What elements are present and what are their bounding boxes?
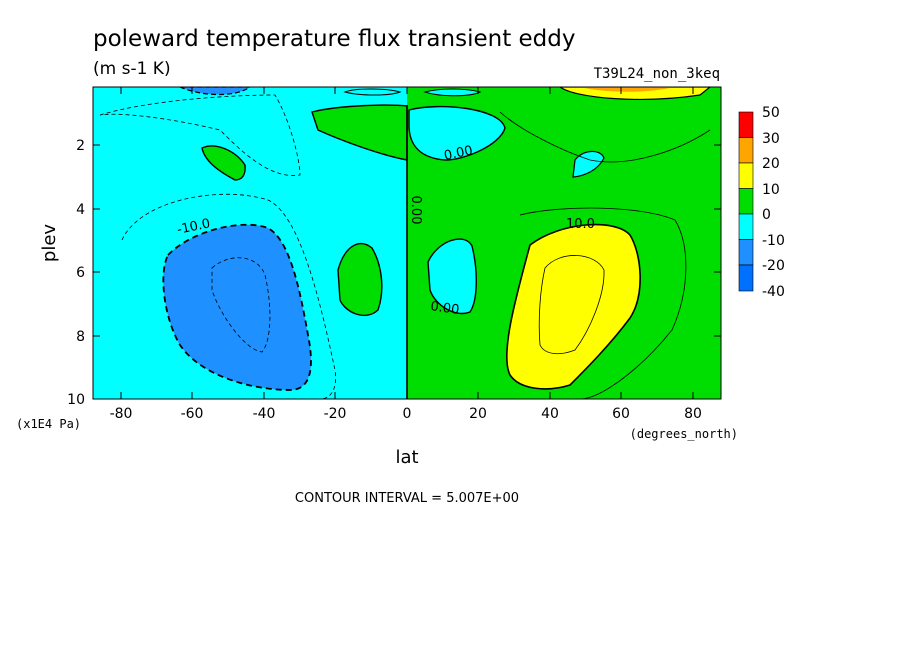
colorbar-swatch-yellow [738,162,754,189]
region-top-cyan [343,88,402,96]
y-tick-label: 10 [67,392,85,408]
x-tick-label: -80 [110,406,133,422]
region-nh-cyan-small [572,150,605,178]
region-nh-cyan-upper [408,105,506,161]
colorbar-label: -40 [762,284,785,300]
region-nh-cyan-lower [427,238,477,315]
contour-label-10: 10.0 [566,217,595,232]
contour-interval-note: CONTOUR INTERVAL = 5.007E+00 [295,491,519,506]
colorbar: 50 30 20 10 0 -10 -20 -40 [738,105,785,300]
region-sh-green-upper [201,145,246,181]
y-tick-label: 2 [76,138,85,154]
y-tick-label: 4 [76,202,85,218]
y-tick-label: 8 [76,329,85,345]
colorbar-label: 0 [762,207,771,223]
x-tick-label: -60 [181,406,204,422]
plot-area: -10.0 0.00 0.00 0.00 10.0 -80 [67,86,722,422]
x-tick-label: 20 [469,406,487,422]
x-tick-label: 0 [403,406,412,422]
contour-label-zero-eq: 0.00 [408,196,423,225]
colorbar-swatch-blue [738,239,754,266]
region-top-orange [580,87,670,92]
region-top-yellow [558,87,711,100]
contour-nh-outer [499,111,711,399]
contour-nh-inner [538,255,605,355]
colorbar-label: 50 [762,105,780,121]
contour-sh-outer [99,94,337,399]
region-sh-core [162,223,312,391]
x-tick-label: 80 [684,406,702,422]
contour-label-zero-1: 0.00 [443,143,474,164]
colorbar-label: -20 [762,258,785,274]
colorbar-label: 30 [762,131,780,147]
run-label: T39L24_non_3keq [594,66,720,82]
colorbar-swatch-red [738,111,754,138]
colorbar-swatch-darkblue [738,264,754,292]
y-axis-unit: (x1E4 Pa) [16,417,81,431]
y-tick-label: 6 [76,265,85,281]
chart-units: (m s-1 K) [93,59,171,79]
colorbar-label: -10 [762,233,785,249]
x-tick-label: -40 [253,406,276,422]
colorbar-label: 10 [762,182,780,198]
x-axis-unit: (degrees_north) [630,427,738,441]
chart-title: poleward temperature flux transient eddy [93,26,575,52]
region-top-cyan-2 [423,88,482,97]
x-tick-marks [120,87,694,399]
colorbar-swatch-green [738,188,754,215]
region-nh-core [505,223,641,390]
contour-label-m10: -10.0 [176,216,212,238]
x-tick-label: 60 [612,406,630,422]
x-tick-label: -20 [324,406,347,422]
y-axis-title: plev [39,224,60,263]
y-tick-marks [93,144,721,400]
colorbar-label: 20 [762,156,780,172]
colorbar-swatch-orange [738,137,754,164]
region-sh-green-lower [337,243,383,316]
x-tick-label: 40 [541,406,559,422]
x-axis-title: lat [395,447,418,468]
contour-sh-inner [211,257,271,353]
colorbar-swatch-cyan [738,213,754,240]
contour-label-zero-2: 0.00 [429,299,460,318]
